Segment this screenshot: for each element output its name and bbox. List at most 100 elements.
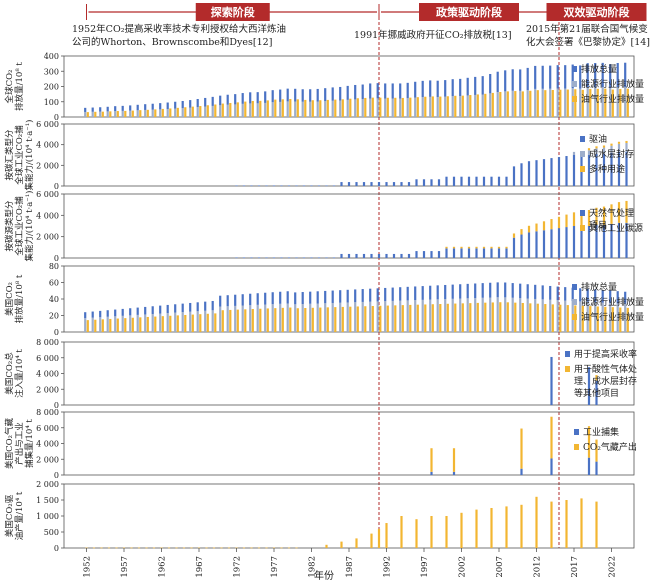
- us-energy-bar: [84, 318, 87, 332]
- y-tick-label: 2 000: [36, 455, 59, 464]
- stage-badge: [419, 3, 519, 21]
- eor-oil-bar: [430, 516, 433, 548]
- us-energy-bar: [421, 299, 424, 332]
- legend-swatch: [572, 299, 577, 305]
- energy-emission-bar: [166, 109, 169, 117]
- us-energy-bar: [91, 317, 94, 332]
- capture-bar: [482, 176, 486, 186]
- total-emission-bar: [624, 62, 627, 88]
- legend-label: 理、成水层封存: [574, 375, 637, 387]
- stage-annotation: 公司的Whorton、Brownscombe和Dyes[12]: [72, 36, 272, 48]
- energy-emission-bar: [526, 89, 529, 117]
- eor-oil-bar: [445, 516, 448, 548]
- capture-bar: [542, 159, 546, 186]
- capture-bar: [287, 185, 291, 187]
- capture-bar: [400, 253, 403, 258]
- us-total-bar: [376, 288, 379, 302]
- oil-gas-emission-bar: [551, 90, 554, 117]
- y-axis-label: 全球CO₂: [4, 70, 15, 104]
- us-oil-gas-bar: [334, 307, 337, 332]
- energy-emission-bar: [406, 98, 409, 117]
- capture-bar: [310, 185, 313, 187]
- oil-gas-emission-bar: [266, 100, 269, 117]
- chart-panel-7: 0 500 1 000 1 500 2 000 美国CO₂驱 油产量/10⁴ t: [4, 480, 635, 553]
- total-emission-bar: [249, 92, 252, 104]
- us-energy-bar: [129, 315, 132, 332]
- us-oil-gas-bar: [116, 318, 119, 332]
- energy-emission-bar: [144, 109, 147, 117]
- capture-bar: [557, 157, 561, 186]
- eor-oil-bar: [265, 547, 268, 549]
- y-axis-label: 油产量/10⁴ t: [14, 491, 25, 540]
- us-total-bar: [256, 293, 259, 305]
- capture-bar: [295, 257, 298, 259]
- us-total-bar: [511, 283, 514, 298]
- us-energy-bar: [361, 301, 364, 332]
- x-tick-label: 1952: [83, 556, 93, 578]
- us-oil-gas-bar: [536, 303, 539, 332]
- y-axis-label: 美国CO₂气藏: [4, 418, 15, 469]
- us-energy-bar: [234, 305, 237, 332]
- us-oil-gas-bar: [581, 305, 584, 332]
- energy-emission-bar: [316, 101, 319, 117]
- us-oil-gas-bar: [191, 314, 194, 332]
- capture-bar: [602, 153, 606, 186]
- eor-oil-bar: [272, 547, 276, 549]
- us-energy-bar: [204, 310, 207, 332]
- x-axis-label: 年份: [314, 569, 334, 582]
- eor-oil-bar: [92, 547, 96, 549]
- energy-emission-bar: [346, 99, 349, 117]
- us-total-bar: [151, 306, 154, 314]
- us-total-bar: [301, 292, 304, 305]
- us-total-bar: [279, 291, 282, 304]
- us-total-bar: [324, 290, 327, 304]
- oil-gas-emission-bar: [506, 91, 509, 117]
- total-emission-bar: [399, 83, 402, 99]
- energy-emission-bar: [564, 88, 567, 117]
- us-oil-gas-bar: [94, 319, 97, 332]
- oil-gas-emission-bar: [371, 97, 374, 117]
- total-emission-bar: [84, 107, 87, 112]
- us-energy-bar: [579, 301, 582, 332]
- oil-gas-emission-bar: [589, 88, 592, 117]
- us-oil-gas-bar: [244, 309, 247, 332]
- total-emission-bar: [301, 89, 304, 102]
- legend-label: 等其他项目: [574, 387, 619, 399]
- us-energy-bar: [144, 314, 147, 332]
- us-oil-gas-bar: [371, 306, 374, 332]
- stage-label: 政策驱动阶段: [436, 5, 502, 19]
- capture-bar: [475, 248, 478, 258]
- us-energy-bar: [489, 297, 492, 332]
- y-axis-label: 集能力/(10⁴ t·a⁻¹): [24, 119, 35, 190]
- us-total-bar: [406, 286, 409, 301]
- y-tick-label: 400: [44, 52, 59, 61]
- us-energy-bar: [444, 299, 447, 332]
- eor-oil-bar: [122, 547, 126, 549]
- capture-bar: [587, 226, 591, 258]
- capture-bar: [332, 185, 336, 187]
- capture-bar: [595, 148, 598, 154]
- total-emission-bar: [346, 85, 349, 100]
- energy-emission-bar: [361, 99, 364, 117]
- capture-bar: [280, 185, 283, 187]
- us-oil-gas-bar: [349, 306, 352, 332]
- total-emission-bar: [114, 106, 117, 112]
- us-energy-bar: [151, 313, 154, 332]
- us-energy-bar: [331, 302, 334, 332]
- us-oil-gas-bar: [611, 307, 614, 332]
- y-tick-label: 40: [49, 295, 59, 304]
- us-oil-gas-bar: [236, 309, 239, 332]
- energy-emission-bar: [339, 100, 342, 117]
- capture-bar: [482, 248, 486, 258]
- legend-label: 其他工业碳源: [589, 222, 643, 234]
- total-emission-bar: [384, 83, 387, 99]
- capture-bar: [610, 204, 613, 224]
- us-energy-bar: [534, 298, 537, 332]
- capture-bar: [587, 210, 591, 226]
- capture-bar: [490, 246, 493, 249]
- oil-gas-emission-bar: [199, 106, 202, 117]
- y-axis-label: 美国CO₂总: [4, 352, 15, 395]
- capture-bar: [452, 246, 456, 249]
- total-emission-bar: [616, 63, 619, 88]
- total-emission-bar: [189, 100, 192, 108]
